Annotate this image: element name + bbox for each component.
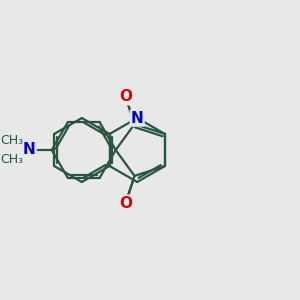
- Text: CH₃: CH₃: [0, 153, 23, 166]
- Text: CH₃: CH₃: [0, 134, 23, 147]
- Text: N: N: [23, 142, 36, 158]
- Text: O: O: [119, 89, 132, 104]
- Text: O: O: [119, 196, 132, 211]
- Text: N: N: [131, 110, 144, 125]
